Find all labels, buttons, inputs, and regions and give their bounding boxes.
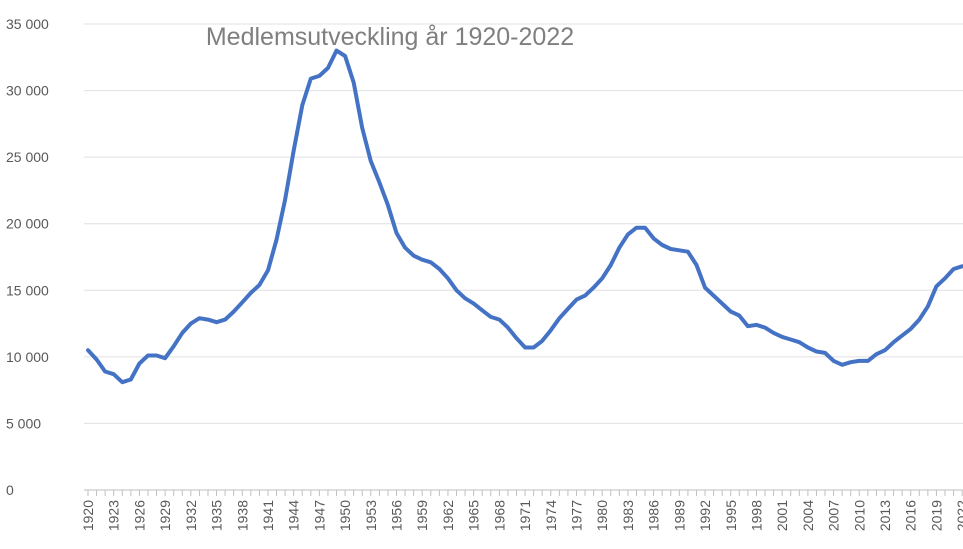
y-tick-label: 0 <box>6 482 14 498</box>
y-tick-label: 35 000 <box>6 16 49 32</box>
x-tick-label: 1977 <box>568 500 584 531</box>
x-tick-label: 2013 <box>877 500 893 531</box>
y-tick-label: 5 000 <box>6 415 41 431</box>
x-tick-label: 1950 <box>337 500 353 531</box>
x-tick-label: 1944 <box>286 500 302 531</box>
x-tick-label: 2016 <box>903 500 919 531</box>
x-tick-label: 1968 <box>491 500 507 531</box>
y-tick-label: 25 000 <box>6 149 49 165</box>
x-tick-label: 1989 <box>671 500 687 531</box>
x-tick-label: 2007 <box>826 500 842 531</box>
x-tick-label: 1923 <box>106 500 122 531</box>
x-tick-label: 1995 <box>723 500 739 531</box>
x-tick-label: 1920 <box>80 500 96 531</box>
x-tick-label: 2010 <box>851 500 867 531</box>
x-tick-label: 2001 <box>774 500 790 531</box>
x-tick-label: 1980 <box>594 500 610 531</box>
x-tick-label: 1983 <box>620 500 636 531</box>
x-tick-label: 1929 <box>157 500 173 531</box>
x-tick-label: 1965 <box>466 500 482 531</box>
x-tick-label: 1941 <box>260 500 276 531</box>
x-tick-label: 1962 <box>440 500 456 531</box>
x-tick-label: 1974 <box>543 500 559 531</box>
y-tick-label: 30 000 <box>6 83 49 99</box>
x-tick-label: 1947 <box>311 500 327 531</box>
chart-title: Medlemsutveckling år 1920-2022 <box>206 23 574 51</box>
x-tick-label: 1971 <box>517 500 533 531</box>
x-tick-label: 1959 <box>414 500 430 531</box>
x-tick-label: 2019 <box>928 500 944 531</box>
y-tick-label: 20 000 <box>6 216 49 232</box>
x-tick-label: 1932 <box>183 500 199 531</box>
x-tick-label: 2022 <box>954 500 963 531</box>
x-tick-label: 1926 <box>131 500 147 531</box>
y-tick-label: 15 000 <box>6 282 49 298</box>
x-tick-label: 2004 <box>800 500 816 531</box>
x-tick-label: 1956 <box>389 500 405 531</box>
x-tick-label: 1953 <box>363 500 379 531</box>
x-tick-label: 1938 <box>234 500 250 531</box>
x-tick-label: 1998 <box>748 500 764 531</box>
y-tick-label: 10 000 <box>6 349 49 365</box>
x-tick-label: 1992 <box>697 500 713 531</box>
line <box>86 48 963 385</box>
x-tick-label: 1986 <box>646 500 662 531</box>
x-tick-label: 1935 <box>209 500 225 531</box>
